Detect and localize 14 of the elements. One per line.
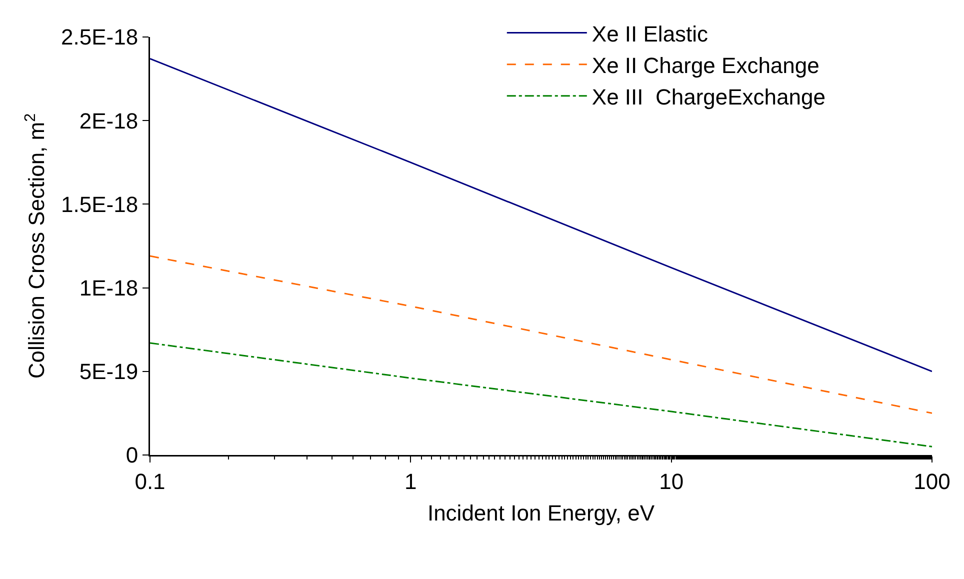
- y-tick-label: 1E-18: [79, 276, 138, 300]
- x-tick-label: 1: [404, 468, 417, 494]
- x-tick-label: 10: [659, 468, 684, 494]
- y-tick-label: 0: [126, 442, 138, 468]
- x-tick-label: 100: [914, 468, 950, 494]
- y-tick-label: 1.5E-18: [61, 192, 138, 217]
- legend-label: Xe II Elastic: [592, 21, 708, 46]
- y-tick-label: 5E-19: [79, 359, 138, 384]
- x-axis-title: Incident Ion Energy, eV: [427, 500, 655, 526]
- x-tick-label: 0.1: [134, 468, 166, 494]
- y-tick-label: 2E-18: [79, 108, 138, 134]
- y-tick-label: 2.5E-18: [61, 24, 138, 50]
- legend-label: Xe II Charge Exchange: [592, 52, 820, 78]
- legend-label: Xe III ChargeExchange: [592, 84, 826, 110]
